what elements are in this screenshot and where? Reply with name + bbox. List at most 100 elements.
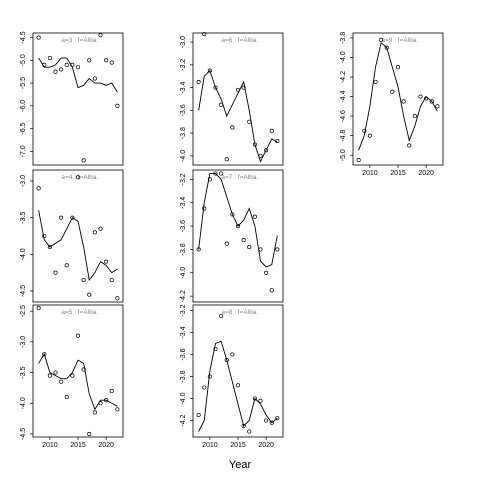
- y-tick-label: -3.5: [20, 366, 27, 378]
- data-point: [247, 119, 252, 124]
- fit-line: [198, 173, 278, 268]
- y-tick-label: -4.0: [20, 248, 27, 260]
- y-tick-label: -3.2: [180, 304, 187, 316]
- data-point: [59, 215, 64, 220]
- x-axis-label: Year: [229, 459, 252, 471]
- y-tick-label: -4.5: [20, 31, 27, 43]
- data-point: [235, 224, 241, 229]
- data-point: [104, 259, 109, 264]
- data-point: [258, 247, 263, 252]
- x-tick-label: 2015: [230, 442, 246, 449]
- data-point: [264, 270, 269, 275]
- x-tick-label: 2020: [418, 170, 434, 177]
- data-point: [258, 398, 263, 403]
- y-tick-label: -3.8: [180, 243, 187, 255]
- data-point: [53, 370, 58, 375]
- data-point: [384, 45, 389, 50]
- data-point: [264, 148, 269, 153]
- data-point: [230, 125, 235, 130]
- y-tick-label: -4.4: [340, 90, 347, 102]
- data-point: [196, 412, 201, 418]
- data-point: [202, 206, 207, 211]
- fit-line: [38, 210, 118, 282]
- strip-label: a=9 : f=Alba.: [381, 37, 418, 44]
- data-point: [230, 352, 235, 357]
- data-point: [81, 367, 86, 372]
- x-tick-label: 2020: [258, 442, 274, 449]
- data-point: [47, 244, 52, 250]
- data-point: [407, 143, 412, 148]
- data-point: [213, 346, 218, 352]
- data-point: [70, 215, 75, 220]
- y-tick-label: -3.0: [20, 175, 27, 187]
- strip-label: a=5 : f=Alba.: [61, 309, 98, 316]
- data-point: [64, 395, 69, 400]
- strip-label: a=6 : f=Alba.: [221, 37, 258, 44]
- y-tick-label: -5.5: [20, 77, 27, 89]
- data-point: [75, 333, 81, 338]
- data-point: [373, 79, 378, 84]
- data-point: [87, 431, 92, 436]
- data-point: [81, 277, 86, 283]
- x-tick-label: 2010: [42, 442, 58, 449]
- data-point: [59, 67, 64, 72]
- y-tick-label: -3.2: [180, 173, 187, 185]
- data-point: [264, 418, 269, 423]
- data-point: [47, 55, 52, 61]
- data-point: [92, 76, 97, 81]
- y-tick-label: -3.4: [180, 81, 187, 93]
- data-point: [53, 69, 58, 74]
- fit-line: [198, 69, 278, 163]
- y-tick-label: -3.6: [180, 348, 187, 360]
- fit-line: [38, 353, 118, 411]
- data-point: [36, 306, 41, 311]
- data-point: [395, 65, 401, 70]
- x-tick-label: 2020: [98, 442, 114, 449]
- data-point: [115, 296, 120, 301]
- data-point: [109, 60, 114, 65]
- data-point: [207, 177, 212, 182]
- y-tick-label: -4.5: [20, 428, 27, 440]
- data-point: [109, 277, 114, 283]
- y-tick-label: -7.0: [20, 145, 27, 157]
- x-tick-label: 2015: [390, 170, 406, 177]
- x-tick-label: 2015: [70, 442, 86, 449]
- y-tick-label: -3.4: [180, 326, 187, 338]
- fit-line: [38, 57, 118, 93]
- panel-frame: [32, 32, 124, 166]
- data-point: [252, 214, 257, 219]
- y-tick-label: -3.8: [180, 127, 187, 139]
- data-point: [379, 37, 384, 42]
- y-tick-label: -4.2: [180, 290, 187, 302]
- y-tick-label: -3.8: [340, 32, 347, 44]
- y-tick-label: -3.2: [180, 59, 187, 71]
- y-tick-label: -3.5: [20, 212, 27, 224]
- data-point: [362, 128, 367, 133]
- data-point: [418, 94, 423, 99]
- data-point: [202, 385, 207, 390]
- panel-frame: [32, 169, 124, 303]
- strip-label: a=3 : f=Alba.: [61, 37, 98, 44]
- data-point: [275, 416, 280, 421]
- data-point: [367, 133, 372, 138]
- data-point: [247, 245, 252, 250]
- data-point: [87, 58, 92, 63]
- fit-line: [358, 41, 438, 151]
- data-point: [98, 33, 103, 38]
- data-point: [70, 373, 75, 378]
- data-point: [196, 79, 201, 84]
- strip-label: a=7 : f=Alba.: [221, 174, 258, 181]
- y-tick-label: -4.0: [180, 392, 187, 404]
- data-point: [64, 62, 69, 67]
- data-point: [87, 292, 92, 297]
- data-point: [213, 85, 218, 90]
- y-tick-label: -5.0: [340, 149, 347, 161]
- data-point: [275, 247, 280, 252]
- data-point: [429, 99, 434, 104]
- data-point: [269, 128, 274, 133]
- panel-frame: [192, 169, 284, 303]
- data-point: [356, 158, 361, 163]
- y-tick-label: -4.5: [20, 285, 27, 297]
- data-point: [75, 65, 81, 70]
- data-point: [207, 68, 212, 73]
